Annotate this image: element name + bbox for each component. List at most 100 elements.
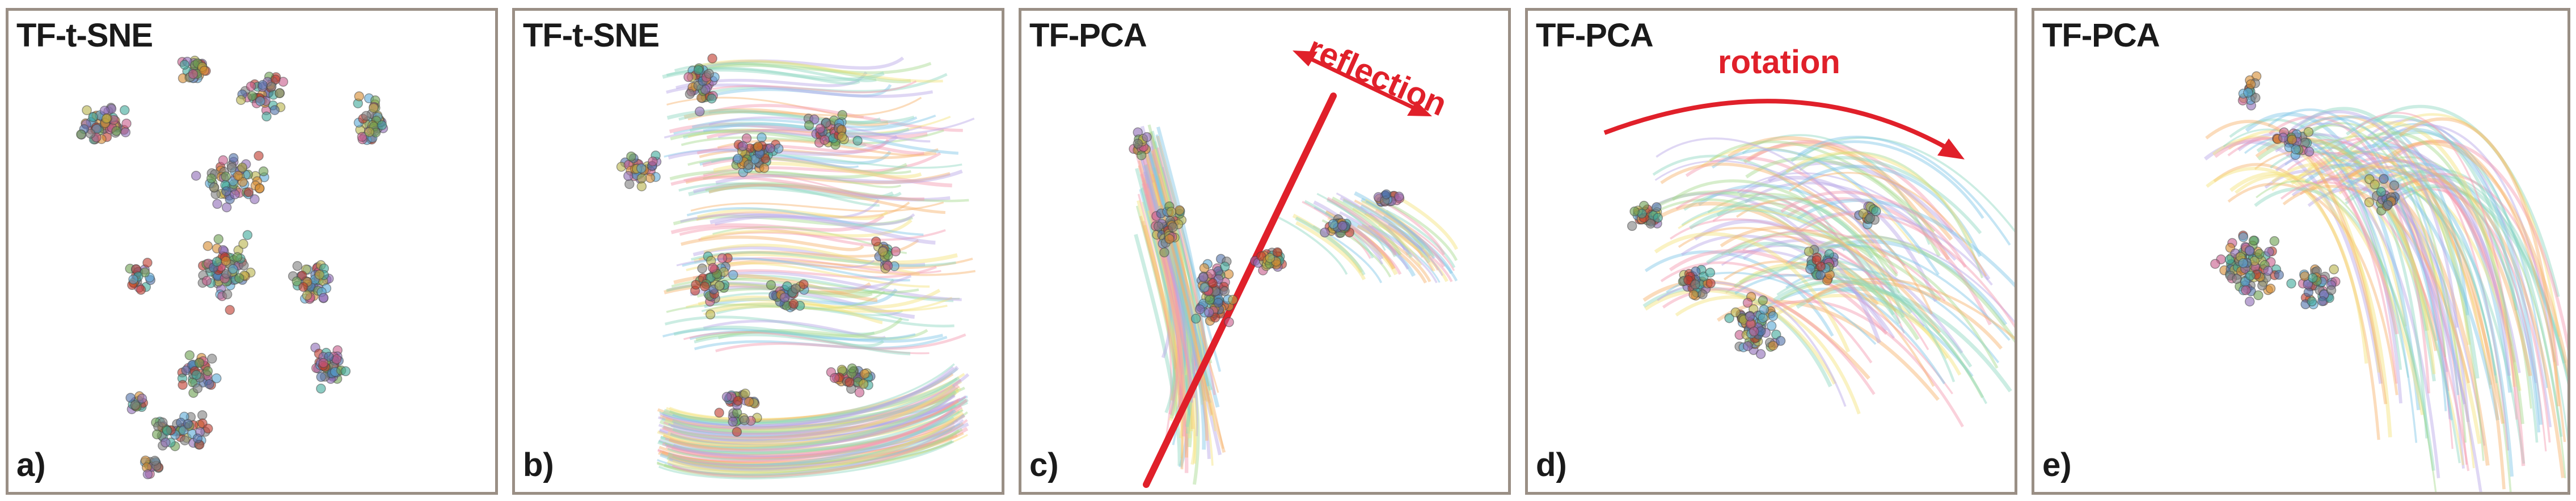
trajectory-line xyxy=(2345,121,2517,388)
trajectory-line xyxy=(1644,288,1837,385)
data-point xyxy=(250,194,260,204)
data-point xyxy=(2379,174,2389,184)
trajectory-line xyxy=(1747,140,1954,233)
trajectory-line xyxy=(2307,187,2470,422)
trajectory-line xyxy=(2245,112,2421,410)
data-point xyxy=(204,379,214,389)
trajectory-line xyxy=(1689,208,1912,314)
trajectory-line xyxy=(2367,119,2552,428)
trajectory-line xyxy=(2364,156,2532,409)
panel-c: reflection TF-PCA c) xyxy=(1019,8,1511,495)
trajectory-line xyxy=(670,396,966,446)
trajectory-line xyxy=(1148,138,1186,380)
trajectory-line xyxy=(1342,199,1413,258)
data-point xyxy=(1697,289,1708,300)
trajectory-line xyxy=(2337,136,2510,451)
trajectory-line xyxy=(2267,108,2453,420)
trajectory-line xyxy=(2286,138,2453,449)
data-point xyxy=(1320,228,1330,238)
data-point xyxy=(1328,218,1338,229)
data-point xyxy=(180,435,190,445)
data-point xyxy=(242,230,253,240)
trajectory-line xyxy=(1160,232,1200,485)
data-point xyxy=(254,150,264,161)
panel-title: TF-PCA xyxy=(1029,17,1147,54)
data-point xyxy=(871,236,881,247)
trajectory-line xyxy=(1793,210,1993,286)
trajectory-line xyxy=(1721,245,1925,327)
point-cluster xyxy=(151,410,213,452)
trajectory-line xyxy=(663,376,960,424)
data-point xyxy=(128,274,138,285)
data-point xyxy=(1629,206,1640,217)
trajectory-line xyxy=(658,421,955,461)
trajectory-line xyxy=(1316,193,1386,251)
data-point xyxy=(753,141,763,151)
trajectory-line xyxy=(2269,115,2430,394)
data-point xyxy=(267,81,277,92)
trajectory-line xyxy=(2206,167,2368,364)
data-point xyxy=(302,290,313,301)
trajectory-line xyxy=(658,394,955,453)
data-point xyxy=(1690,279,1700,290)
data-point xyxy=(161,437,171,448)
data-point xyxy=(162,426,172,436)
data-point xyxy=(791,283,801,294)
trajectory-line xyxy=(671,399,968,461)
trajectory-line xyxy=(2214,137,2399,335)
purple-trails xyxy=(1278,191,1458,284)
trajectory-line xyxy=(1352,207,1422,267)
trajectory-line xyxy=(1785,197,1992,326)
trajectory-line xyxy=(689,330,943,343)
point-cluster xyxy=(197,230,256,315)
trajectory-line xyxy=(1806,239,2008,326)
trajectory-line xyxy=(668,398,964,437)
data-point xyxy=(2253,290,2263,301)
panel-d: rotation TF-PCA d) xyxy=(1525,8,2017,495)
trajectory-line xyxy=(703,243,920,275)
data-point xyxy=(2245,79,2256,90)
data-point xyxy=(728,416,738,427)
trajectory-line xyxy=(658,435,954,466)
data-point xyxy=(1627,221,1637,231)
green-trails xyxy=(656,363,970,479)
trajectory-line xyxy=(2271,162,2436,374)
data-point xyxy=(368,103,379,113)
trajectory-line xyxy=(673,422,969,459)
trajectory-line xyxy=(2299,107,2480,379)
trajectory-line xyxy=(1137,193,1172,453)
data-point xyxy=(728,270,738,280)
data-point xyxy=(773,144,784,154)
point-cluster xyxy=(2286,264,2341,310)
data-point xyxy=(1653,213,1663,223)
trajectory-line xyxy=(1139,188,1191,416)
data-point xyxy=(222,289,233,300)
data-point xyxy=(683,72,694,82)
data-point xyxy=(694,106,705,117)
data-point xyxy=(707,53,717,64)
trajectory-line xyxy=(1143,166,1193,403)
trajectory-line xyxy=(2349,131,2524,424)
trajectory-line xyxy=(663,398,959,436)
data-point xyxy=(1168,222,1178,233)
trajectory-line xyxy=(2256,180,2437,492)
point-cluster xyxy=(1129,127,1152,161)
trajectory-line xyxy=(699,148,939,159)
trajectory-line xyxy=(674,62,877,82)
trajectory-line xyxy=(673,325,911,356)
scatter-plot-d: rotation xyxy=(1603,44,2015,428)
trajectory-line xyxy=(661,406,957,441)
data-point xyxy=(837,132,847,142)
data-point xyxy=(858,378,869,389)
data-point xyxy=(1742,341,1753,351)
data-point xyxy=(765,143,775,153)
data-point xyxy=(2308,273,2318,283)
trajectory-line xyxy=(670,395,967,439)
trajectory-line xyxy=(1802,136,2015,233)
trajectory-line xyxy=(1775,294,1962,376)
data-point xyxy=(230,189,240,200)
data-point xyxy=(2326,285,2337,296)
trajectory-line xyxy=(1327,198,1397,258)
trajectory-line xyxy=(1138,165,1185,409)
data-point xyxy=(2238,258,2248,268)
